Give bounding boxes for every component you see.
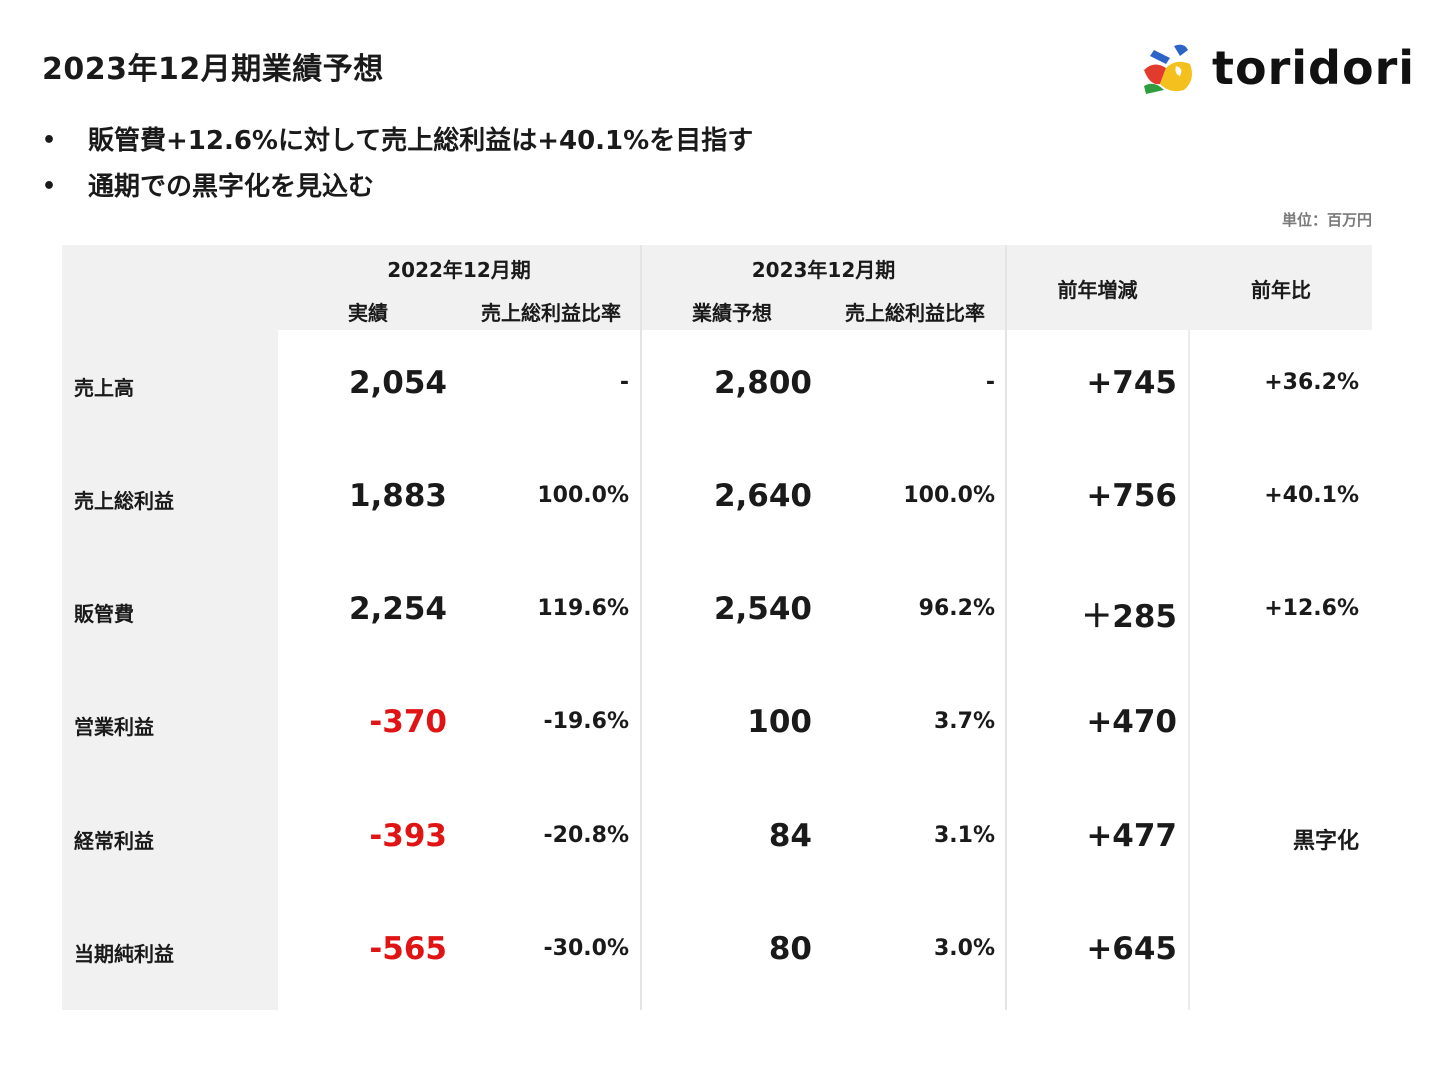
bullet-item: • 販管費+12.6%に対して売上総利益は+40.1%を目指す — [42, 118, 753, 164]
table-label-column-bg — [62, 330, 278, 1010]
col-ratio-2023-header: 売上総利益比率 — [845, 301, 985, 325]
ratio-2023-cell: 3.1% — [933, 823, 995, 848]
ratio-2023-cell: - — [985, 370, 995, 395]
period-2022-header: 2022年12月期 — [387, 258, 531, 282]
ratio-2023-cell: 3.7% — [933, 709, 995, 734]
column-divider — [1188, 330, 1190, 1010]
bullet-dot-icon: • — [42, 174, 57, 199]
row-label: 当期純利益 — [74, 942, 174, 966]
bullet-list: • 販管費+12.6%に対して売上総利益は+40.1%を目指す • 通期での黒字化を… — [42, 118, 753, 210]
forecast-2023-cell: 2,800 — [713, 365, 812, 401]
table-header-bg — [62, 245, 1372, 330]
yoy-cell: +12.6% — [1264, 596, 1359, 621]
ratio-2022-cell: -19.6% — [543, 709, 629, 734]
col-yoy-header: 前年比 — [1251, 278, 1311, 302]
col-ratio-2022-header: 売上総利益比率 — [481, 301, 621, 325]
ratio-2022-cell: - — [619, 370, 629, 395]
yoy-cell: +36.2% — [1264, 370, 1359, 395]
logo-text: toridori — [1212, 41, 1416, 95]
row-label: 売上高 — [74, 376, 134, 400]
ratio-2022-cell: 119.6% — [537, 596, 629, 621]
actual-2022-cell: 2,254 — [348, 591, 447, 627]
page-title: 2023年12月期業績予想 — [42, 52, 384, 87]
toridori-logo-icon — [1144, 44, 1192, 94]
ratio-2022-cell: -20.8% — [543, 823, 629, 848]
col-change-header: 前年増減 — [1057, 278, 1138, 302]
bullet-dot-icon: • — [42, 128, 57, 153]
bullet-text: 通期での黒字化を見込む — [88, 172, 375, 202]
yoy-cell: +40.1% — [1264, 483, 1359, 508]
period-2023-header: 2023年12月期 — [751, 258, 896, 282]
bullet-text: 販管費+12.6%に対して売上総利益は+40.1%を目指す — [88, 126, 754, 156]
ratio-2023-cell: 100.0% — [903, 483, 995, 508]
change-cell: +470 — [1086, 704, 1177, 740]
actual-2022-cell: -370 — [369, 704, 447, 740]
forecast-2023-cell: 2,540 — [713, 591, 812, 627]
logo: toridori — [1140, 38, 1415, 98]
forecast-2023-cell: 80 — [768, 931, 812, 967]
ratio-2023-cell: 96.2% — [918, 596, 995, 621]
column-divider — [640, 245, 642, 1010]
forecast-2023-cell: 2,640 — [713, 478, 812, 514]
actual-2022-cell: -393 — [369, 818, 447, 854]
col-actual-header: 実績 — [348, 301, 388, 325]
column-divider — [1005, 245, 1007, 1010]
change-cell: +756 — [1086, 478, 1177, 514]
forecast-2023-cell: 84 — [768, 818, 812, 854]
row-label: 営業利益 — [74, 715, 154, 739]
ratio-2022-cell: -30.0% — [543, 936, 629, 961]
yoy-cell: 黒字化 — [1292, 829, 1359, 854]
forecast-2023-cell: 100 — [747, 704, 812, 740]
row-label: 販管費 — [74, 602, 134, 626]
change-cell: +477 — [1086, 818, 1177, 854]
bullet-item: • 通期での黒字化を見込む — [42, 164, 753, 210]
ratio-2022-cell: 100.0% — [537, 483, 629, 508]
row-label: 売上総利益 — [74, 489, 174, 513]
change-cell: +745 — [1086, 365, 1177, 401]
unit-label: 単位：百万円 — [1281, 211, 1372, 229]
actual-2022-cell: -565 — [369, 931, 447, 967]
actual-2022-cell: 1,883 — [348, 478, 447, 514]
actual-2022-cell: 2,054 — [348, 365, 447, 401]
change-cell: ＋285 — [1081, 599, 1177, 635]
ratio-2023-cell: 3.0% — [933, 936, 995, 961]
row-label: 経常利益 — [74, 829, 154, 853]
col-forecast-header: 業績予想 — [692, 301, 772, 325]
change-cell: +645 — [1086, 931, 1177, 967]
